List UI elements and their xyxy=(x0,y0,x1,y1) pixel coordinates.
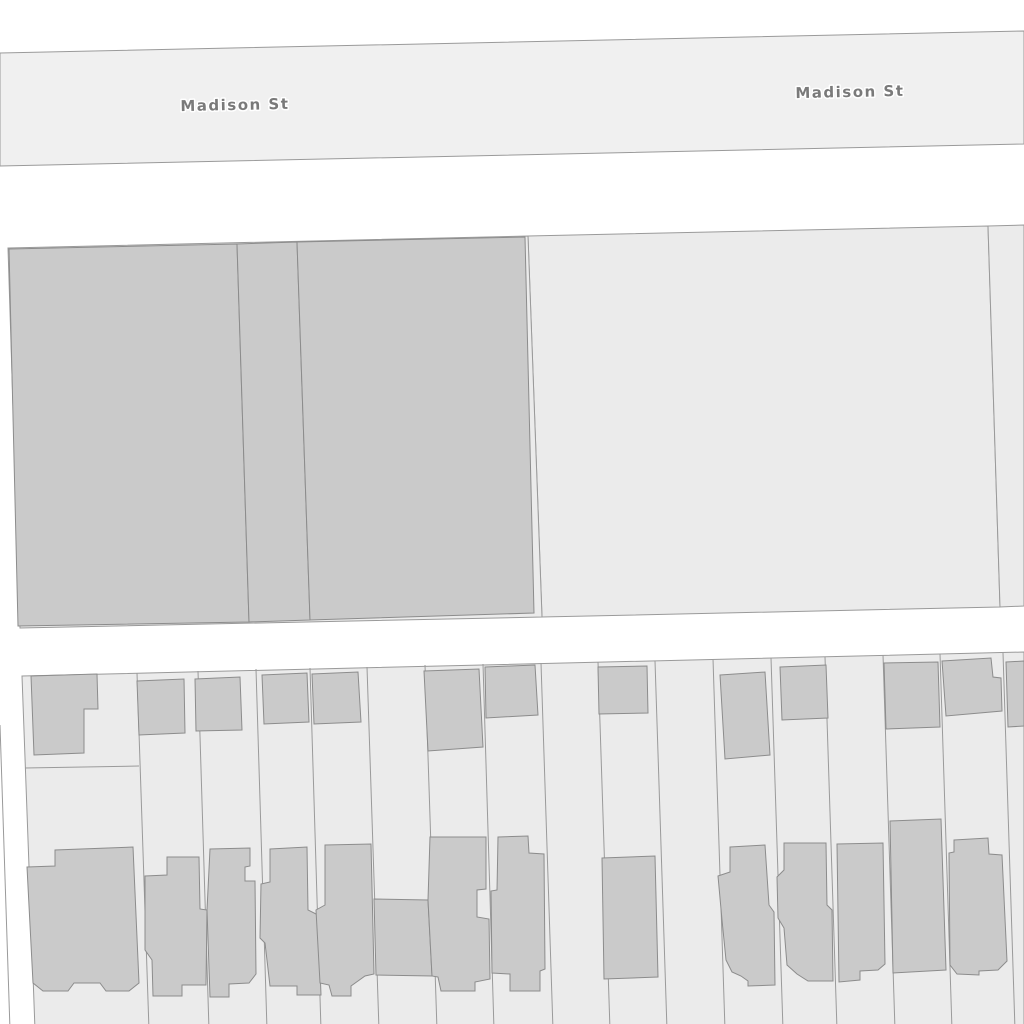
building[interactable] xyxy=(597,665,649,715)
building[interactable] xyxy=(206,847,257,998)
building[interactable] xyxy=(8,243,250,627)
lot-line xyxy=(939,653,953,1024)
building[interactable] xyxy=(776,842,834,982)
building[interactable] xyxy=(315,843,375,997)
building[interactable] xyxy=(373,898,433,977)
building[interactable] xyxy=(261,672,310,725)
lot-line xyxy=(1002,652,1016,1024)
building[interactable] xyxy=(941,657,1003,717)
building[interactable] xyxy=(779,664,829,721)
upper-block xyxy=(7,224,1024,629)
building[interactable] xyxy=(296,236,535,621)
building[interactable] xyxy=(259,846,322,996)
building[interactable] xyxy=(719,671,771,760)
building[interactable] xyxy=(601,855,659,980)
houses xyxy=(26,818,1008,998)
building[interactable] xyxy=(836,842,886,983)
street-madison-st xyxy=(0,30,1024,167)
building[interactable] xyxy=(427,836,491,992)
building[interactable] xyxy=(484,664,539,719)
building[interactable] xyxy=(490,835,546,992)
building[interactable] xyxy=(136,678,186,736)
building[interactable] xyxy=(889,818,947,974)
building[interactable] xyxy=(717,844,776,987)
street-label-madison-st: Madison St xyxy=(795,82,904,102)
lot-line xyxy=(24,765,140,769)
building[interactable] xyxy=(311,671,362,725)
building[interactable] xyxy=(948,837,1008,976)
building[interactable] xyxy=(194,676,243,732)
lot-line xyxy=(770,657,784,1024)
lot-line xyxy=(540,662,554,1024)
building[interactable] xyxy=(883,661,941,730)
parcel[interactable] xyxy=(987,224,1024,608)
lot-line xyxy=(654,660,668,1024)
building[interactable] xyxy=(1005,660,1024,728)
building[interactable] xyxy=(30,673,99,756)
lot-line xyxy=(0,724,11,1024)
lot-line xyxy=(712,658,726,1024)
street-label-madison-st: Madison St xyxy=(180,95,289,115)
building[interactable] xyxy=(423,668,484,752)
lot-line xyxy=(255,668,268,1024)
parcel[interactable] xyxy=(527,225,1001,618)
building[interactable] xyxy=(26,846,140,992)
building[interactable] xyxy=(144,856,208,997)
garages xyxy=(30,657,1024,760)
lot-line xyxy=(824,656,838,1024)
